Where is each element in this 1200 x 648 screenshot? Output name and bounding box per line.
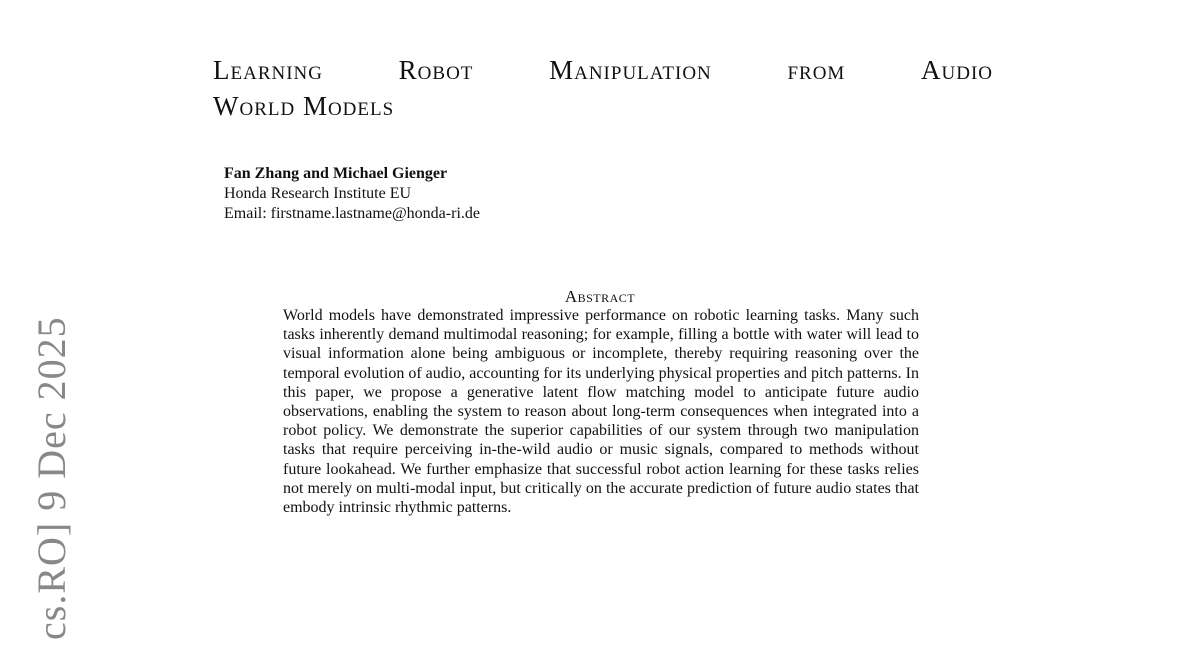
abstract-heading: Abstract	[564, 287, 636, 306]
author-block: Fan Zhang and Michael Gienger Honda Rese…	[224, 164, 480, 224]
title-word: Robot	[398, 55, 474, 85]
abstract-text: World models have demonstrated impressiv…	[283, 307, 919, 517]
title-line-2: World Models	[213, 91, 395, 121]
paper-title: Learning Robot Manipulation from Audio W…	[213, 52, 993, 124]
title-word: Manipulation	[549, 55, 712, 85]
title-word: Learning	[213, 55, 323, 85]
affiliation: Honda Research Institute EU	[224, 185, 412, 202]
title-word: Audio	[921, 55, 993, 85]
title-word: from	[787, 55, 846, 85]
author-names: Fan Zhang and Michael Gienger	[224, 165, 448, 182]
arxiv-stamp: cs.RO] 9 Dec 2025	[29, 316, 74, 640]
email: Email: firstname.lastname@honda-ri.de	[224, 205, 480, 222]
